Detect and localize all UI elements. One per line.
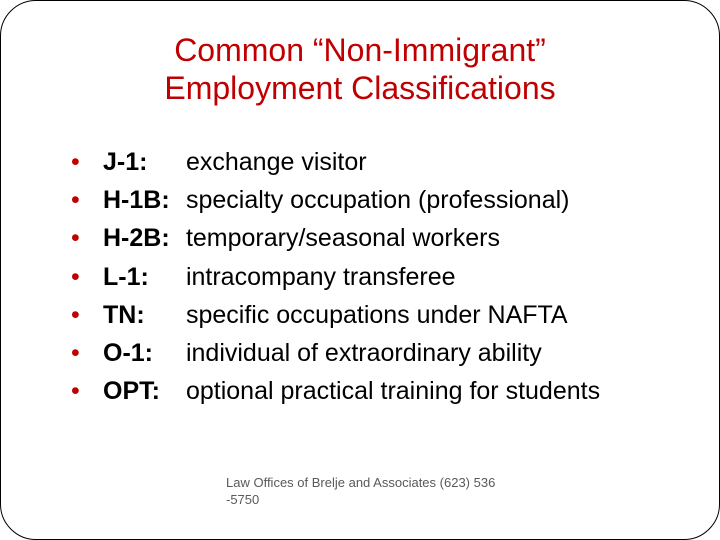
- list-item: TN: specific occupations under NAFTA: [71, 297, 669, 333]
- list-item: J-1: exchange visitor: [71, 144, 669, 180]
- visa-code: H-1B:: [103, 182, 179, 218]
- list-item: H-2B: temporary/seasonal workers: [71, 220, 669, 256]
- list-item: H-1B: specialty occupation (professional…: [71, 182, 669, 218]
- visa-code: OPT:: [103, 373, 179, 409]
- bullet-list: J-1: exchange visitor H-1B: specialty oc…: [51, 144, 669, 410]
- visa-desc: optional practical training for students: [186, 377, 600, 405]
- visa-desc: intracompany transferee: [186, 263, 456, 291]
- visa-code: TN:: [103, 297, 179, 333]
- visa-desc: temporary/seasonal workers: [186, 224, 500, 252]
- visa-desc: specialty occupation (professional): [186, 186, 570, 214]
- visa-desc: individual of extraordinary ability: [186, 339, 542, 367]
- slide-frame: Common “Non-Immigrant” Employment Classi…: [0, 0, 720, 540]
- list-item: L-1: intracompany transferee: [71, 259, 669, 295]
- visa-code: H-2B:: [103, 220, 179, 256]
- footer-text: Law Offices of Brelje and Associates (62…: [226, 475, 526, 509]
- visa-desc: specific occupations under NAFTA: [186, 301, 568, 329]
- visa-desc: exchange visitor: [186, 148, 367, 176]
- list-item: OPT: optional practical training for stu…: [71, 373, 669, 409]
- visa-code: L-1:: [103, 259, 179, 295]
- slide-title: Common “Non-Immigrant” Employment Classi…: [51, 31, 669, 108]
- visa-code: J-1:: [103, 144, 179, 180]
- visa-code: O-1:: [103, 335, 179, 371]
- list-item: O-1: individual of extraordinary ability: [71, 335, 669, 371]
